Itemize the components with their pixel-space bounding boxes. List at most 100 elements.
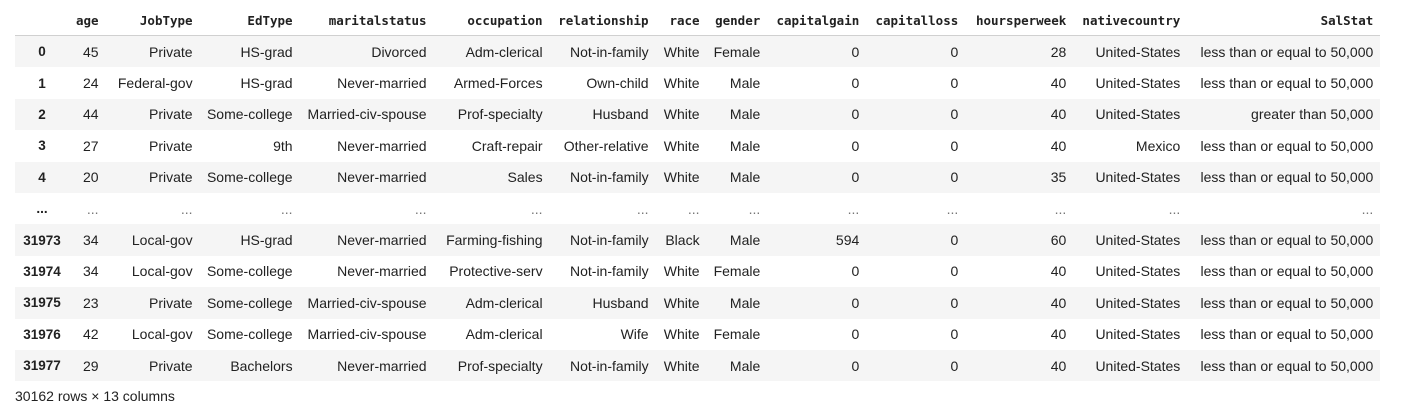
cell-relationship: Other-relative [563,137,649,154]
cell-capitalgain: 0 [851,137,860,154]
dataframe-table: age JobType EdType maritalstatus occupation r… [15,6,1381,382]
cell-edtype: Some-college [206,326,293,343]
cell-nativecountry: United-States [1095,169,1181,186]
cell-maritalstatus: Divorced [371,43,427,60]
row-index-cell: 4 [38,169,46,185]
cell-hoursperweek: 40 [1050,263,1067,280]
table-header: age JobType EdType maritalstatus occupation r… [15,6,1381,36]
cell-edtype: 9th [273,137,293,154]
cell-capitalgain: 0 [851,263,860,280]
cell-gender: Male [729,169,761,186]
cell-relationship: ... [636,200,649,217]
cell-relationship: Own-child [586,75,649,92]
cell-edtype: Bachelors [230,357,293,374]
row-index-cell: 31975 [23,295,61,311]
cell-edtype: HS-grad [240,43,293,60]
cell-nativecountry: United-States [1095,43,1181,60]
table-row: 31976 42 Local-gov Some-college Married-civ-… [15,318,1381,350]
cell-hoursperweek: 28 [1050,43,1067,60]
cell-capitalloss: 0 [950,357,959,374]
cell-capitalgain: 0 [851,43,860,60]
cell-capitalloss: 0 [950,169,959,186]
cell-gender: Male [729,137,761,154]
cell-hoursperweek: 60 [1050,232,1067,249]
table-row: 31977 29 Private Bachelors Never-married Prof… [15,349,1381,382]
cell-edtype: Some-college [206,294,293,311]
row-index-cell: 3 [38,138,46,154]
cell-jobtype: Private [149,137,193,154]
cell-occupation: Protective-serv [449,263,543,280]
cell-relationship: Husband [592,294,649,311]
cell-age: 29 [83,357,99,374]
row-index-cell: 31973 [23,232,61,248]
cell-capitalloss: 0 [950,106,959,123]
cell-gender: Male [729,357,761,374]
cell-occupation: Adm-clerical [465,43,543,60]
cell-race: ... [687,200,700,217]
cell-relationship: Not-in-family [570,169,649,186]
cell-capitalloss: 0 [950,137,959,154]
cell-salstat: ... [1361,200,1374,217]
cell-salstat: less than or equal to 50,000 [1200,294,1374,311]
cell-edtype: ... [280,200,293,217]
cell-jobtype: Local-gov [131,263,193,280]
header-cell-index [15,6,69,36]
cell-occupation: Sales [507,169,543,186]
cell-maritalstatus: Never-married [337,232,427,249]
cell-capitalloss: 0 [950,232,959,249]
cell-nativecountry: Mexico [1135,137,1181,154]
cell-jobtype: Federal-gov [117,75,193,92]
cell-occupation: Adm-clerical [465,326,543,343]
cell-maritalstatus: Never-married [337,263,427,280]
row-index-cell: ... [36,201,48,217]
cell-race: White [663,326,700,343]
cell-edtype: Some-college [206,169,293,186]
cell-age: 23 [83,294,99,311]
cell-race: White [663,75,700,92]
cell-gender: ... [748,200,761,217]
cell-capitalgain: 0 [851,357,860,374]
cell-gender: Male [729,106,761,123]
cell-age: 20 [83,169,99,186]
cell-capitalloss: 0 [950,263,959,280]
header-row: age JobType EdType maritalstatus occupation r… [15,6,1381,36]
cell-hoursperweek: 40 [1050,326,1067,343]
cell-hoursperweek: 40 [1050,106,1067,123]
cell-nativecountry: United-States [1095,294,1181,311]
cell-nativecountry: ... [1168,200,1181,217]
cell-salstat: less than or equal to 50,000 [1200,137,1374,154]
cell-salstat: less than or equal to 50,000 [1200,357,1374,374]
cell-capitalgain: 0 [851,169,860,186]
cell-jobtype: Private [149,357,193,374]
cell-salstat: less than or equal to 50,000 [1200,43,1374,60]
cell-capitalloss: 0 [950,75,959,92]
table-row: 3 27 Private 9th Never-married Craft-repair Ot… [15,130,1381,162]
cell-gender: Female [713,263,761,280]
table-row: 4 20 Private Some-college Never-married Sales… [15,161,1381,193]
cell-nativecountry: United-States [1095,75,1181,92]
row-index-cell: 31974 [23,263,61,279]
cell-salstat: less than or equal to 50,000 [1200,75,1374,92]
cell-relationship: Not-in-family [570,263,649,280]
cell-age: 27 [83,137,99,154]
cell-occupation: Prof-specialty [457,357,543,374]
cell-salstat: less than or equal to 50,000 [1200,169,1374,186]
header-cell-edtype: EdType [199,6,300,36]
header-cell-gender: gender [706,6,768,36]
cell-maritalstatus: Never-married [337,169,427,186]
header-cell-capitalloss: capitalloss [866,6,966,36]
header-cell-capitalgain: capitalgain [767,6,867,36]
cell-occupation: ... [530,200,543,217]
cell-salstat: less than or equal to 50,000 [1200,263,1374,280]
cell-capitalgain: ... [847,200,860,217]
cell-capitalgain: 0 [851,106,860,123]
cell-capitalloss: 0 [950,294,959,311]
cell-maritalstatus: Never-married [337,137,427,154]
cell-maritalstatus: ... [414,200,427,217]
cell-salstat: less than or equal to 50,000 [1200,232,1374,249]
cell-nativecountry: United-States [1095,326,1181,343]
header-cell-maritalstatus: maritalstatus [299,6,434,36]
cell-maritalstatus: Married-civ-spouse [307,294,427,311]
cell-jobtype: Local-gov [131,232,193,249]
dataframe-shape-footer: 30162 rows × 13 columns [15,388,175,405]
